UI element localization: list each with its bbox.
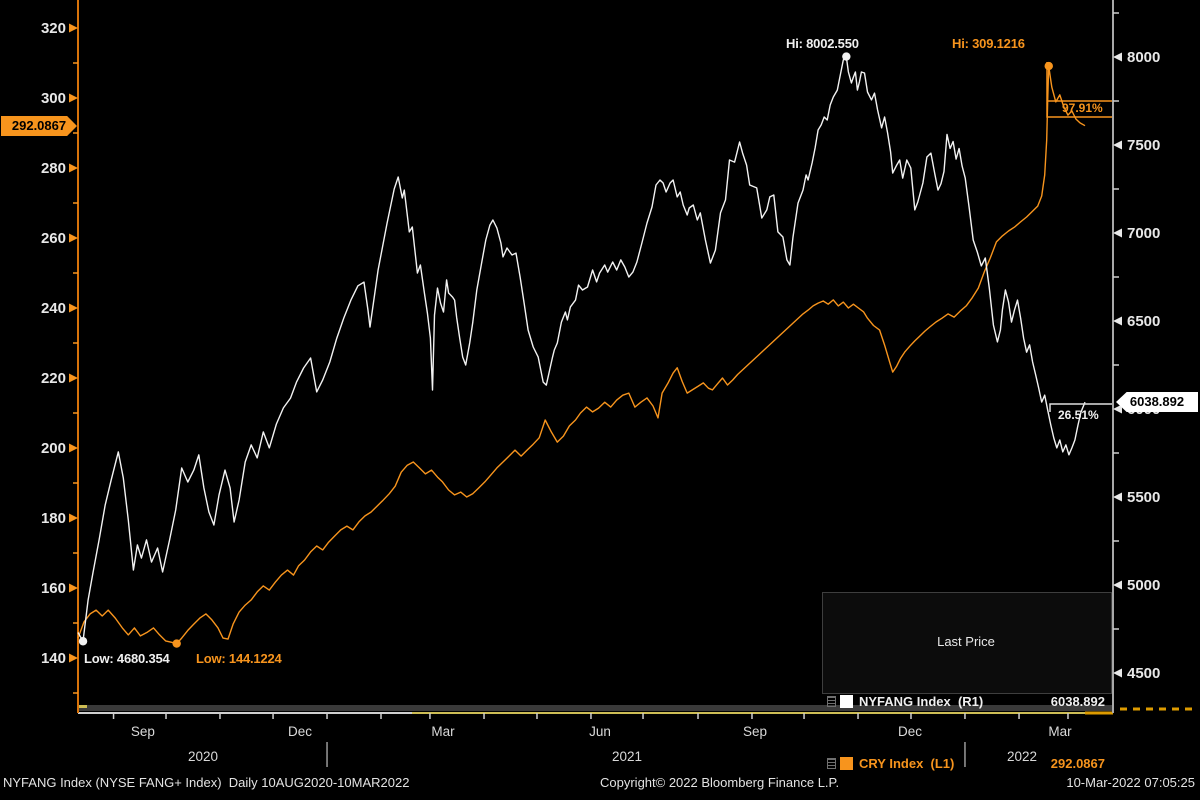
nyfang-low-label: Low: 4680.354 [84,651,170,666]
right-axis-tick-label: 5000 [1127,577,1160,594]
cry-legend-value: 292.0867 [1050,755,1105,771]
nyfang-change-bracket-line [1049,403,1112,412]
right-axis-tick-label: 5500 [1127,489,1160,506]
right-axis-major-tick-arrow [1113,668,1122,678]
cry-change-bracket-line [1046,62,1112,118]
right-axis-major-tick-arrow [1113,316,1122,326]
timeline-scrollbar-track[interactable] [78,705,1113,711]
left-axis-tick-label: 320 [41,20,66,37]
left-axis-major-tick-arrow [69,373,78,383]
cry-legend-label: CRY Index (L1) [859,755,955,771]
left-axis-tick-label: 180 [41,510,66,527]
left-axis-major-tick-arrow [69,23,78,33]
right-axis-major-tick-arrow [1113,140,1122,150]
nyfang-series-swatch-icon [840,694,853,708]
cry-last-price-axis-badge: 292.0867 [1,116,77,136]
left-axis-tick-label: 140 [41,650,66,667]
right-axis-major-tick-arrow [1113,580,1122,590]
drag-handle-icon[interactable] [827,695,836,707]
x-axis-year-label: 2021 [612,749,642,764]
nyfang-last-price-axis-badge: 6038.892 [1116,392,1198,412]
left-axis-major-tick-arrow [69,513,78,523]
left-axis-tick-label: 260 [41,230,66,247]
drag-handle-icon[interactable] [827,757,836,769]
left-axis-tick-label: 280 [41,160,66,177]
left-axis-major-tick-arrow [69,653,78,663]
x-axis-year-label: 2022 [1007,749,1037,764]
x-axis-year-label: 2020 [188,749,218,764]
legend-row-cry[interactable]: CRY Index (L1) 292.0867 [827,750,1105,776]
nyfang-low-marker-dot [78,637,88,646]
left-axis-major-tick-arrow [69,583,78,593]
right-axis-tick-label: 4500 [1127,665,1160,682]
legend-panel: Last Price NYFANG Index (R1) 6038.892 CR… [822,592,1112,771]
nyfang-high-marker-dot [842,52,851,61]
nyfang-legend-label: NYFANG Index (R1) [859,693,984,709]
cry-series-swatch-icon [840,756,853,770]
left-axis-major-tick-arrow [69,443,78,453]
cry-high-label: Hi: 309.1216 [952,36,1025,51]
x-axis-month-label: Dec [898,724,922,739]
right-axis-tick-label: 8000 [1127,49,1160,66]
left-axis-major-tick-arrow [69,303,78,313]
left-axis-tick-label: 160 [41,580,66,597]
left-axis-major-tick-arrow [69,233,78,243]
x-axis-month-label: Mar [431,724,455,739]
right-axis-major-tick-arrow [1113,492,1122,502]
nyfang-high-label: Hi: 8002.550 [786,36,859,51]
cry-change-pct-label: 97.91% [1062,101,1103,115]
nyfang-legend-value: 6038.892 [1050,693,1105,709]
legend-row-nyfang[interactable]: NYFANG Index (R1) 6038.892 [827,688,1105,714]
chart-description-text: NYFANG Index (NYSE FANG+ Index) Daily 10… [3,775,410,790]
left-axis-major-tick-arrow [69,93,78,103]
cry-low-label: Low: 144.1224 [196,651,282,666]
right-axis-major-tick-arrow [1113,228,1122,238]
left-axis-major-tick-arrow [69,163,78,173]
x-axis-month-label: Jun [589,724,611,739]
legend-title: Last Price [937,634,995,649]
left-axis-tick-label: 300 [41,90,66,107]
right-axis-tick-label: 6500 [1127,313,1160,330]
cry-high-marker-dot [1044,61,1053,71]
right-axis-major-tick-arrow [1113,404,1122,414]
cry-price-line [77,65,1086,645]
timestamp-text: 10-Mar-2022 07:05:25 [1066,775,1195,790]
x-axis-month-label: Mar [1048,724,1072,739]
cry-low-marker-dot [172,639,181,648]
right-axis-major-tick-arrow [1113,52,1122,62]
right-axis-tick-label: 7000 [1127,225,1160,242]
nyfang-change-pct-label: 26.51% [1058,408,1099,422]
x-axis-month-label: Sep [743,724,767,739]
left-axis-tick-label: 200 [41,440,66,457]
nyfang-price-line [77,55,1086,642]
right-axis-tick-label: 7500 [1127,137,1160,154]
x-axis-month-label: Sep [131,724,155,739]
x-axis-month-label: Dec [288,724,312,739]
left-axis-tick-label: 220 [41,370,66,387]
copyright-text: Copyright© 2022 Bloomberg Finance L.P. [600,775,840,790]
timeline-scrollbar-left-cap[interactable] [78,705,87,708]
left-axis-tick-label: 240 [41,300,66,317]
